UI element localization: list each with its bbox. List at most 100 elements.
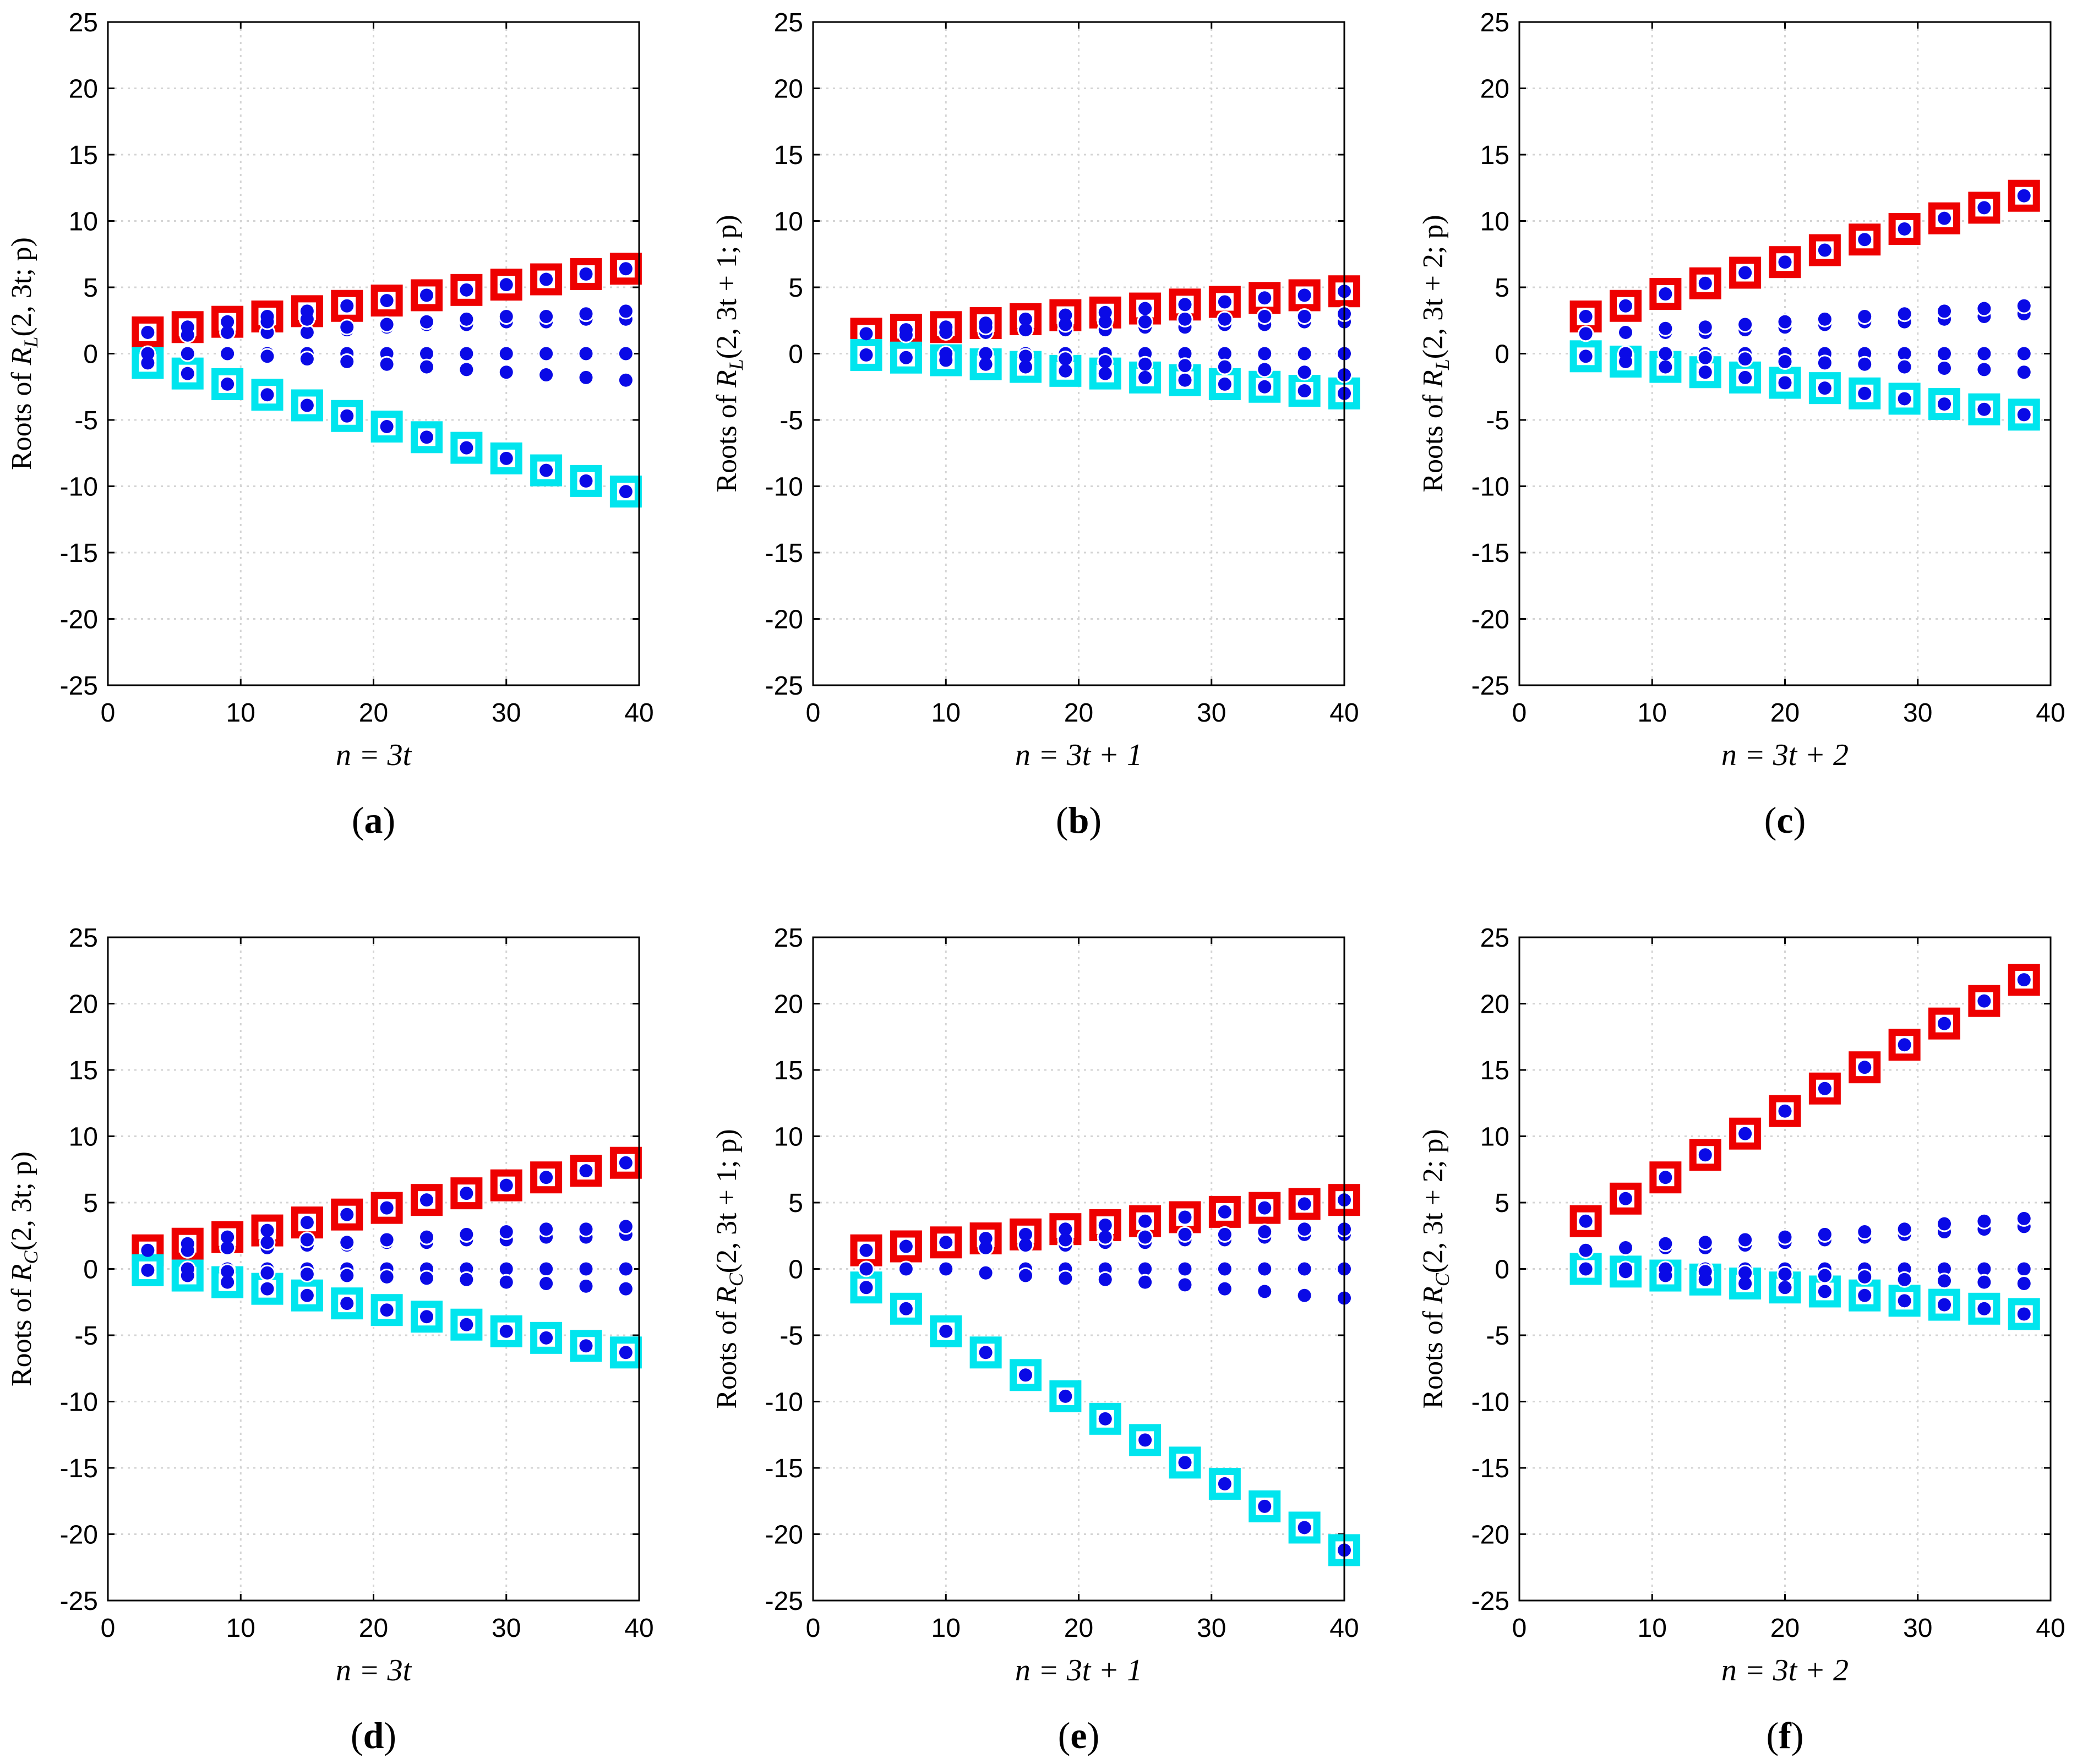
dot-marker xyxy=(260,1282,274,1296)
y-tick-label: 15 xyxy=(1480,141,1509,170)
dot-marker xyxy=(1898,1038,1911,1052)
dot-marker xyxy=(300,352,314,366)
series-interior-roots xyxy=(179,1218,634,1297)
dot-marker xyxy=(1138,315,1152,329)
dot-marker xyxy=(1858,233,1872,247)
y-axis-label: Roots of RL(2, 3t + 1; p) xyxy=(711,215,747,492)
x-tick-label: 10 xyxy=(226,698,255,728)
y-tick-label: -15 xyxy=(765,1454,803,1483)
y-tick-label: -5 xyxy=(1486,406,1509,435)
dot-marker xyxy=(340,1208,354,1221)
dot-marker xyxy=(579,1164,593,1178)
dot-marker xyxy=(2017,365,2031,379)
dot-marker xyxy=(2017,1277,2031,1291)
x-tick-label: 20 xyxy=(1770,1614,1800,1643)
y-tick-label: -20 xyxy=(60,1521,98,1550)
x-tick-label: 40 xyxy=(2036,1614,2065,1643)
dot-marker xyxy=(1298,1197,1311,1211)
dot-marker xyxy=(499,1324,513,1338)
dot-marker xyxy=(2017,299,2031,313)
dot-marker xyxy=(1738,318,1752,331)
dot-marker xyxy=(1738,1266,1752,1280)
y-tick-label: 0 xyxy=(83,1255,98,1285)
dot-marker xyxy=(1738,266,1752,280)
y-tick-label: -5 xyxy=(74,406,98,435)
dot-marker xyxy=(1738,1277,1752,1291)
y-axis-label: Roots of RC(2, 3t + 1; p) xyxy=(711,1129,747,1408)
chart-panel-1: 0 10 20 30 40 -25 -20 -15 -10 -5 0 5 10 15 20 25 Roots o… xyxy=(6,8,654,841)
x-axis-label: n = 3t xyxy=(336,738,412,772)
dot-marker xyxy=(1019,349,1032,363)
axes-frame xyxy=(107,21,640,686)
dot-marker xyxy=(1738,370,1752,384)
dot-marker xyxy=(859,348,873,362)
y-tick-label: -15 xyxy=(60,1454,98,1483)
dot-marker xyxy=(460,1318,473,1331)
series-interior-roots xyxy=(858,1221,1353,1307)
dot-marker xyxy=(1019,312,1032,326)
dot-marker xyxy=(899,351,913,364)
x-tick-label: 10 xyxy=(1638,698,1667,728)
dot-marker xyxy=(499,347,513,361)
dot-marker xyxy=(1178,373,1192,387)
dot-marker xyxy=(539,1222,553,1236)
dot-marker xyxy=(420,360,433,374)
dot-marker xyxy=(1898,1222,1911,1236)
dot-marker xyxy=(181,320,194,334)
y-tick-label: -25 xyxy=(1471,671,1509,701)
dot-marker xyxy=(420,1310,433,1324)
dot-marker xyxy=(2017,1211,2031,1225)
dot-marker xyxy=(1258,380,1272,394)
dot-marker xyxy=(181,347,194,361)
dot-marker xyxy=(460,283,473,297)
dot-marker xyxy=(1977,1302,1991,1315)
dot-marker xyxy=(1258,363,1272,376)
dot-marker xyxy=(1938,304,1951,318)
y-tick-label: -15 xyxy=(765,539,803,568)
y-axis-label: Roots of RL(2, 3t + 2; p) xyxy=(1418,215,1453,492)
x-tick-label: 0 xyxy=(806,698,821,728)
y-tick-label: 25 xyxy=(69,8,98,37)
dot-marker xyxy=(1738,352,1752,366)
dot-marker xyxy=(1738,1233,1752,1247)
dot-marker xyxy=(260,310,274,324)
y-tick-label: 5 xyxy=(83,1189,98,1218)
dot-marker xyxy=(1059,1233,1072,1247)
dot-marker xyxy=(939,1236,953,1249)
dot-marker xyxy=(1019,1269,1032,1282)
y-tick-label: 5 xyxy=(1495,1189,1509,1218)
dot-marker xyxy=(579,267,593,281)
dot-marker xyxy=(979,316,993,330)
dot-marker xyxy=(1298,1521,1311,1534)
dot-marker xyxy=(1178,1210,1192,1224)
dot-marker xyxy=(460,347,473,361)
dot-marker xyxy=(579,307,593,321)
dot-marker xyxy=(979,1266,993,1280)
dot-marker xyxy=(380,1233,394,1247)
dot-marker xyxy=(1019,1227,1032,1241)
dot-marker xyxy=(619,1156,633,1170)
dot-marker xyxy=(460,363,473,376)
dot-marker xyxy=(899,1302,913,1315)
dot-marker xyxy=(420,1230,433,1244)
dot-marker xyxy=(1818,1082,1831,1095)
x-axis-label: n = 3t + 2 xyxy=(1721,1653,1849,1687)
dot-marker xyxy=(1098,305,1112,319)
x-axis-label: n = 3t + 1 xyxy=(1015,1653,1142,1687)
dot-marker xyxy=(460,441,473,455)
dot-marker xyxy=(499,310,513,324)
dot-marker xyxy=(141,1263,155,1277)
dot-marker xyxy=(221,315,235,329)
dot-marker xyxy=(1258,1201,1272,1215)
dot-marker xyxy=(1178,1227,1192,1241)
dot-marker xyxy=(1178,1278,1192,1292)
y-tick-label: 20 xyxy=(69,75,98,104)
dot-marker xyxy=(1858,1270,1872,1284)
x-tick-label: 30 xyxy=(1197,1614,1226,1643)
dot-marker xyxy=(1178,347,1192,361)
dot-marker xyxy=(1019,1238,1032,1252)
dot-marker xyxy=(1298,1222,1311,1236)
dot-marker xyxy=(300,398,314,412)
panel-label: (a) xyxy=(352,799,395,841)
dot-marker xyxy=(300,1288,314,1302)
